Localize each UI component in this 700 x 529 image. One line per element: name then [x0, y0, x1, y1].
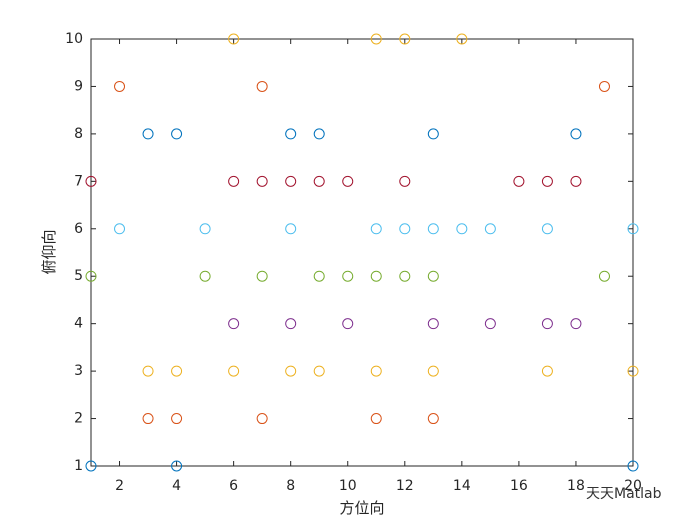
point: [427, 223, 439, 235]
point: [342, 175, 354, 187]
point: [256, 175, 268, 187]
x-tick-label: 4: [172, 478, 181, 494]
point: [627, 365, 639, 377]
point: [85, 175, 97, 187]
y-tick-label: 2: [74, 411, 83, 427]
y-tick-label: 4: [74, 316, 83, 332]
point: [427, 270, 439, 282]
point: [85, 460, 97, 472]
point: [427, 128, 439, 140]
y-tick-label: 10: [65, 31, 83, 47]
point: [171, 413, 183, 425]
x-tick-label: 14: [453, 478, 471, 494]
point: [456, 33, 468, 45]
point: [313, 270, 325, 282]
y-tick-label: 9: [74, 78, 83, 94]
y-tick-label: 6: [74, 221, 83, 237]
point: [399, 175, 411, 187]
point: [541, 175, 553, 187]
x-tick-label: 6: [229, 478, 238, 494]
point: [256, 270, 268, 282]
point: [313, 175, 325, 187]
point: [285, 318, 297, 330]
x-tick-label: 18: [567, 478, 585, 494]
point: [570, 318, 582, 330]
y-tick-label: 3: [74, 363, 83, 379]
axes-box: [90, 38, 634, 467]
point: [399, 223, 411, 235]
point: [370, 33, 382, 45]
y-tick-label: 1: [74, 458, 83, 474]
y-tick-label: 8: [74, 126, 83, 142]
x-tick-label: 10: [339, 478, 357, 494]
point: [370, 413, 382, 425]
point: [114, 223, 126, 235]
y-tick-label: 5: [74, 268, 83, 284]
point: [228, 33, 240, 45]
point: [570, 128, 582, 140]
point: [399, 270, 411, 282]
point: [256, 80, 268, 92]
point: [370, 270, 382, 282]
x-tick-label: 8: [286, 478, 295, 494]
point: [370, 365, 382, 377]
point: [142, 128, 154, 140]
point: [171, 128, 183, 140]
point: [228, 365, 240, 377]
y-axis-label: 俯仰向: [40, 229, 58, 274]
point: [598, 270, 610, 282]
point: [228, 318, 240, 330]
point: [541, 318, 553, 330]
point: [427, 318, 439, 330]
point: [85, 270, 97, 282]
point: [313, 365, 325, 377]
point: [627, 223, 639, 235]
point: [342, 318, 354, 330]
point: [427, 413, 439, 425]
point: [285, 128, 297, 140]
x-tick-label: 2: [115, 478, 124, 494]
point: [285, 175, 297, 187]
point: [171, 365, 183, 377]
point: [199, 223, 211, 235]
point: [484, 318, 496, 330]
point: [256, 413, 268, 425]
x-axis-label: 方位向: [339, 499, 384, 517]
x-tick-label: 16: [510, 478, 528, 494]
point: [570, 175, 582, 187]
point: [342, 270, 354, 282]
x-tick-label: 12: [396, 478, 414, 494]
point: [541, 365, 553, 377]
point: [142, 413, 154, 425]
point: [513, 175, 525, 187]
point: [142, 365, 154, 377]
watermark: 天天Matlab: [586, 486, 662, 502]
point: [228, 175, 240, 187]
point: [399, 33, 411, 45]
point: [171, 460, 183, 472]
point: [114, 80, 126, 92]
point: [199, 270, 211, 282]
point: [484, 223, 496, 235]
point: [313, 128, 325, 140]
point: [427, 365, 439, 377]
y-tick-label: 7: [74, 173, 83, 189]
point: [370, 223, 382, 235]
point: [598, 80, 610, 92]
point: [627, 460, 639, 472]
point: [541, 223, 553, 235]
point: [285, 223, 297, 235]
point: [285, 365, 297, 377]
x-tick-label: 20: [624, 478, 642, 494]
point: [456, 223, 468, 235]
